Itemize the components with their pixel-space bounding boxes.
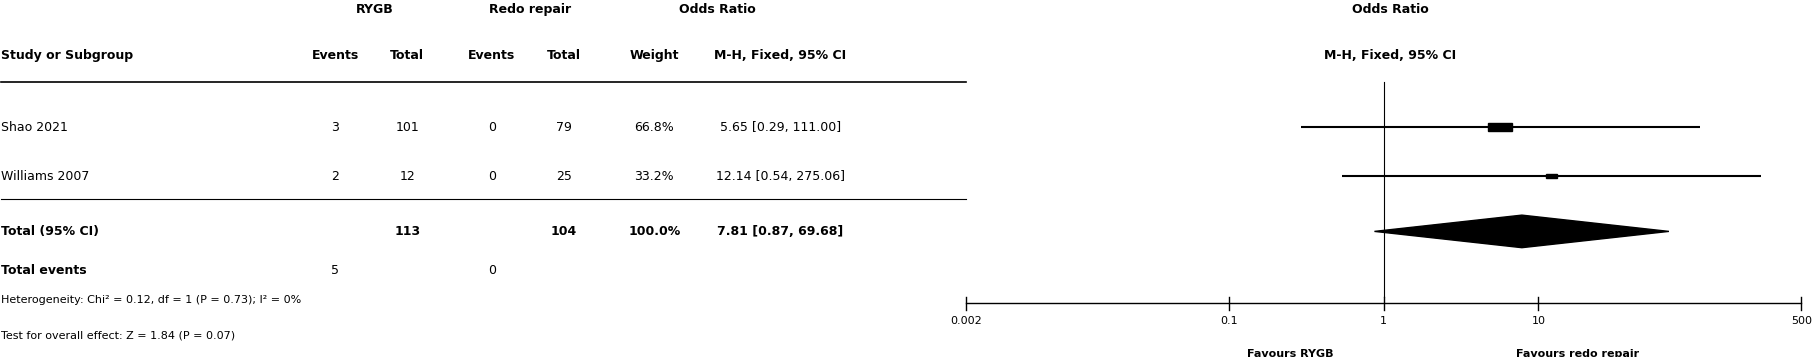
Text: 500: 500 <box>1790 316 1812 326</box>
Text: 7.81 [0.87, 69.68]: 7.81 [0.87, 69.68] <box>717 225 844 238</box>
Text: 5.65 [0.29, 111.00]: 5.65 [0.29, 111.00] <box>720 121 842 134</box>
Text: Redo repair: Redo repair <box>488 4 571 16</box>
Text: 0: 0 <box>488 121 495 134</box>
Text: Total: Total <box>390 49 424 62</box>
Text: Total: Total <box>548 49 580 62</box>
Text: 0.1: 0.1 <box>1221 316 1237 326</box>
Text: 5: 5 <box>330 264 339 277</box>
Text: 3: 3 <box>332 121 339 134</box>
Text: 0: 0 <box>488 170 495 182</box>
Text: 0.002: 0.002 <box>951 316 981 326</box>
Text: Favours redo repair: Favours redo repair <box>1517 349 1640 357</box>
Text: 12: 12 <box>399 170 415 182</box>
Text: RYGB: RYGB <box>356 4 394 16</box>
Text: 79: 79 <box>557 121 571 134</box>
Text: 2: 2 <box>332 170 339 182</box>
Text: 104: 104 <box>551 225 577 238</box>
Text: Favours RYGB: Favours RYGB <box>1248 349 1333 357</box>
Text: 1: 1 <box>1380 316 1388 326</box>
Polygon shape <box>1375 215 1669 248</box>
Text: 100.0%: 100.0% <box>628 225 680 238</box>
Text: M-H, Fixed, 95% CI: M-H, Fixed, 95% CI <box>715 49 847 62</box>
Text: Study or Subgroup: Study or Subgroup <box>2 49 134 62</box>
Text: 25: 25 <box>557 170 571 182</box>
Text: 10: 10 <box>1531 316 1546 326</box>
Text: Heterogeneity: Chi² = 0.12, df = 1 (P = 0.73); I² = 0%: Heterogeneity: Chi² = 0.12, df = 1 (P = … <box>2 295 301 305</box>
Text: Events: Events <box>468 49 515 62</box>
Text: Total (95% CI): Total (95% CI) <box>2 225 100 238</box>
Text: 12.14 [0.54, 275.06]: 12.14 [0.54, 275.06] <box>717 170 845 182</box>
Text: Williams 2007: Williams 2007 <box>2 170 89 182</box>
Text: 101: 101 <box>395 121 419 134</box>
Text: 66.8%: 66.8% <box>635 121 675 134</box>
Text: Odds Ratio: Odds Ratio <box>1351 4 1428 16</box>
FancyBboxPatch shape <box>1546 174 1558 178</box>
Text: M-H, Fixed, 95% CI: M-H, Fixed, 95% CI <box>1324 49 1457 62</box>
Text: Shao 2021: Shao 2021 <box>2 121 69 134</box>
Text: 113: 113 <box>394 225 421 238</box>
FancyBboxPatch shape <box>1489 123 1511 131</box>
Text: Test for overall effect: Z = 1.84 (P = 0.07): Test for overall effect: Z = 1.84 (P = 0… <box>2 331 236 341</box>
Text: Total events: Total events <box>2 264 87 277</box>
Text: 0: 0 <box>488 264 495 277</box>
Text: Events: Events <box>312 49 359 62</box>
Text: Odds Ratio: Odds Ratio <box>678 4 756 16</box>
Text: Weight: Weight <box>629 49 678 62</box>
Text: 33.2%: 33.2% <box>635 170 675 182</box>
